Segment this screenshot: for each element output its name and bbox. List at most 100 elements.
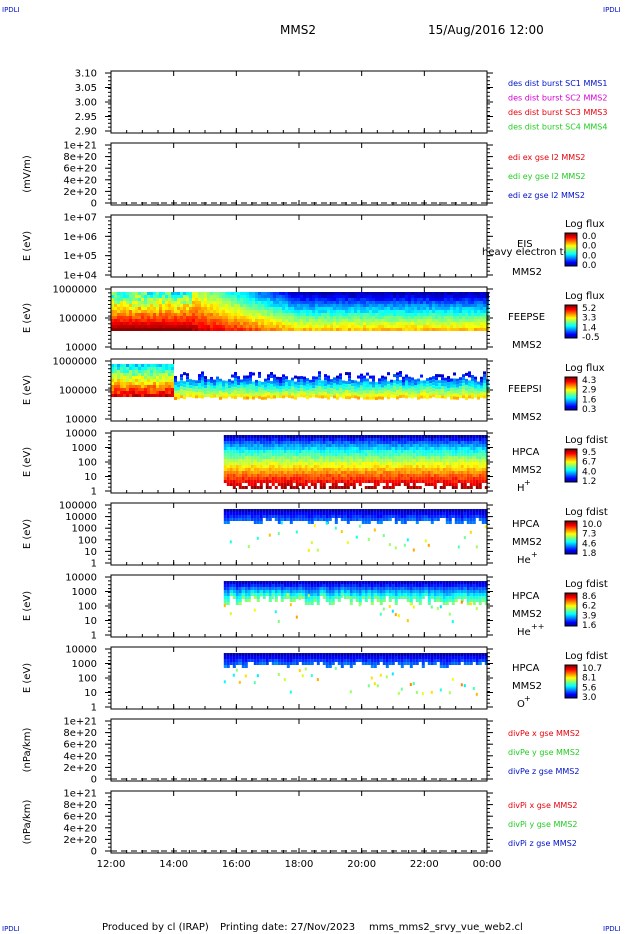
feepse-cell bbox=[171, 304, 174, 307]
feepse-cell bbox=[225, 325, 228, 328]
hpca-h-cell bbox=[379, 480, 383, 483]
feepse-cell bbox=[423, 295, 426, 298]
feepsi-cell bbox=[390, 385, 393, 389]
hpca-h-cell bbox=[253, 465, 257, 468]
feepsi-cell bbox=[444, 380, 447, 384]
hpca-cell bbox=[286, 515, 290, 518]
hpca-h-cell bbox=[373, 453, 377, 456]
feepse-cell bbox=[252, 319, 255, 322]
hpca-cell bbox=[397, 512, 401, 515]
hpca-h-cell bbox=[280, 468, 284, 471]
hpca-h-cell bbox=[355, 438, 359, 441]
feepse-cell bbox=[120, 310, 123, 313]
hpca-h-cell bbox=[388, 465, 392, 468]
feepse-cell bbox=[357, 328, 360, 331]
y-tick-label: 1000 bbox=[72, 443, 97, 454]
feepse-cell bbox=[282, 304, 285, 307]
hpca-h-cell bbox=[481, 441, 485, 444]
feepsi-cell bbox=[324, 383, 327, 387]
feepse-cell bbox=[366, 316, 369, 319]
feepse-cell bbox=[342, 292, 345, 295]
hpca-h-cell bbox=[262, 465, 266, 468]
hpca-h-cell bbox=[271, 483, 275, 486]
feepsi-cell bbox=[141, 370, 144, 373]
feepsi-cell bbox=[366, 378, 369, 382]
feepse-cell bbox=[303, 292, 306, 295]
hpca-h-cell bbox=[274, 471, 278, 474]
feepse-cell bbox=[396, 304, 399, 307]
feepse-cell bbox=[132, 328, 135, 331]
hpca-h-cell bbox=[352, 438, 356, 441]
hpca-h-cell bbox=[331, 468, 335, 471]
feepsi-cell bbox=[123, 388, 126, 391]
feepse-cell bbox=[207, 316, 210, 319]
feepse-cell bbox=[312, 301, 315, 304]
hpca-h-cell bbox=[292, 450, 296, 453]
hpca-cell bbox=[325, 512, 329, 515]
feepsi-cell bbox=[138, 370, 141, 373]
feepse-cell bbox=[300, 319, 303, 322]
hpca-h-cell bbox=[424, 483, 428, 486]
feepsi-cell bbox=[183, 396, 186, 400]
feepse-cell bbox=[228, 322, 231, 325]
hpca-h-cell bbox=[442, 456, 446, 459]
hpca-h-cell bbox=[262, 435, 266, 438]
feepse-cell bbox=[240, 319, 243, 322]
feepse-cell bbox=[132, 316, 135, 319]
feepse-cell bbox=[174, 316, 177, 319]
hpca-cell bbox=[259, 521, 263, 524]
feepse-cell bbox=[414, 328, 417, 331]
hpca-cell bbox=[427, 512, 431, 515]
feepse-cell bbox=[288, 304, 291, 307]
feepse-cell bbox=[171, 322, 174, 325]
hpca-h-cell bbox=[442, 444, 446, 447]
feepse-cell bbox=[357, 319, 360, 322]
y-tick-label: 8e+20 bbox=[63, 152, 97, 163]
hpca-h-cell bbox=[253, 468, 257, 471]
hpca-h-cell bbox=[460, 438, 464, 441]
feepsi-cell bbox=[246, 396, 249, 400]
feepse-cell bbox=[363, 307, 366, 310]
hpca-h-cell bbox=[412, 450, 416, 453]
hpca-h-cell bbox=[304, 480, 308, 483]
hpca-h-cell bbox=[253, 444, 257, 447]
feepsi-cell bbox=[423, 392, 426, 396]
hpca-cell bbox=[307, 518, 311, 521]
hpca-h-cell bbox=[457, 465, 461, 468]
hpca-h-cell bbox=[286, 477, 290, 480]
hpca-h-cell bbox=[475, 441, 479, 444]
hpca-h-cell bbox=[391, 459, 395, 462]
feepse-cell bbox=[324, 316, 327, 319]
hpca-h-cell bbox=[250, 462, 254, 465]
feepsi-cell bbox=[117, 364, 120, 367]
feepse-cell bbox=[378, 292, 381, 295]
hpca-h-cell bbox=[421, 477, 425, 480]
hpca-cell bbox=[232, 515, 236, 518]
feepse-cell bbox=[351, 322, 354, 325]
feepse-cell bbox=[321, 301, 324, 304]
feepse-cell bbox=[372, 307, 375, 310]
hpca-h-cell bbox=[298, 468, 302, 471]
hpca-h-cell bbox=[418, 450, 422, 453]
colorbar-step bbox=[565, 403, 577, 405]
feepse-cell bbox=[375, 307, 378, 310]
hpca-cell bbox=[319, 509, 323, 512]
feepse-cell bbox=[201, 307, 204, 310]
hpca-h-cell bbox=[262, 450, 266, 453]
hpca-h-cell bbox=[472, 477, 476, 480]
hpca-h-cell bbox=[295, 444, 299, 447]
feepse-cell bbox=[210, 301, 213, 304]
hpca-h-cell bbox=[391, 465, 395, 468]
feepse-cell bbox=[342, 325, 345, 328]
hpca-cell bbox=[331, 515, 335, 518]
hpca-h-cell bbox=[265, 471, 269, 474]
hpca-h-cell bbox=[259, 477, 263, 480]
feepsi-cell bbox=[156, 379, 159, 382]
feepse-cell bbox=[135, 295, 138, 298]
hpca-h-cell bbox=[232, 465, 236, 468]
feepse-cell bbox=[288, 319, 291, 322]
feepsi-cell bbox=[429, 383, 432, 387]
hpca-h-cell bbox=[283, 438, 287, 441]
feepsi-cell bbox=[477, 387, 480, 391]
hpca-h-cell bbox=[298, 477, 302, 480]
